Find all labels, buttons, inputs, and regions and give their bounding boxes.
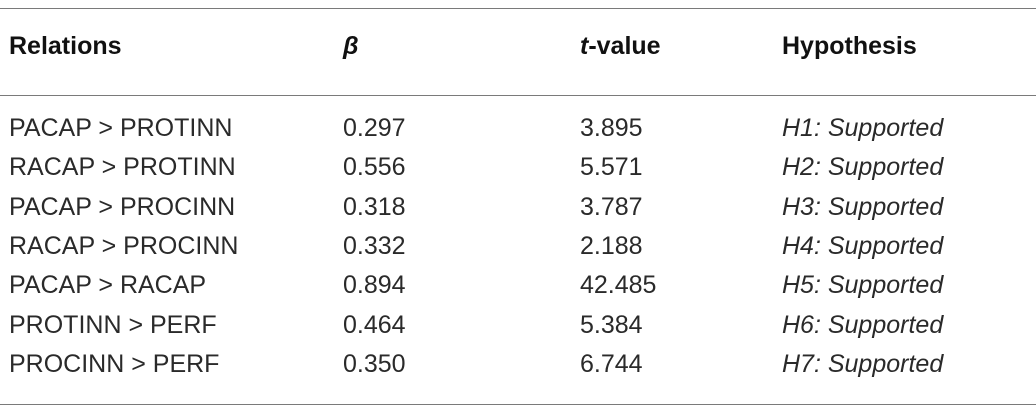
table-top-rule [0, 8, 1036, 9]
cell-t-value: 3.895 [580, 114, 643, 142]
cell-relation: RACAP > PROCINN [9, 232, 239, 260]
cell-hypothesis: H4: Supported [782, 232, 944, 260]
header-t-value-rest: -value [588, 32, 661, 60]
cell-relation: PACAP > PROTINN [9, 114, 233, 142]
table-row: PACAP > PROTINN 0.297 3.895 H1: Supporte… [0, 113, 1036, 152]
cell-hypothesis: H1: Supported [782, 114, 944, 142]
header-hypothesis: Hypothesis [782, 32, 917, 60]
cell-relation: RACAP > PROTINN [9, 153, 236, 181]
cell-beta: 0.297 [343, 114, 406, 142]
header-beta: β [343, 32, 359, 60]
cell-beta: 0.556 [343, 153, 406, 181]
cell-beta: 0.332 [343, 232, 406, 260]
cell-t-value: 5.384 [580, 311, 643, 339]
cell-t-value: 2.188 [580, 232, 643, 260]
table-row: PACAP > RACAP 0.894 42.485 H5: Supported [0, 270, 1036, 309]
cell-relation: PROTINN > PERF [9, 311, 217, 339]
table-row: PROTINN > PERF 0.464 5.384 H6: Supported [0, 310, 1036, 349]
cell-beta: 0.464 [343, 311, 406, 339]
cell-t-value: 3.787 [580, 193, 643, 221]
cell-relation: PACAP > PROCINN [9, 193, 236, 221]
cell-hypothesis: H3: Supported [782, 193, 944, 221]
cell-hypothesis: H5: Supported [782, 271, 944, 299]
cell-hypothesis: H2: Supported [782, 153, 944, 181]
cell-relation: PACAP > RACAP [9, 271, 207, 299]
cell-t-value: 42.485 [580, 271, 657, 299]
cell-beta: 0.894 [343, 271, 406, 299]
table-row: PROCINN > PERF 0.350 6.744 H7: Supported [0, 349, 1036, 388]
table-row: RACAP > PROTINN 0.556 5.571 H2: Supporte… [0, 152, 1036, 191]
cell-hypothesis: H7: Supported [782, 350, 944, 378]
cell-beta: 0.350 [343, 350, 406, 378]
table-bottom-rule [0, 404, 1036, 405]
header-t-value-italic: t [580, 32, 589, 60]
table-row: RACAP > PROCINN 0.332 2.188 H4: Supporte… [0, 231, 1036, 270]
cell-t-value: 6.744 [580, 350, 643, 378]
table-row: PACAP > PROCINN 0.318 3.787 H3: Supporte… [0, 192, 1036, 231]
header-t-value: t-value [580, 31, 661, 61]
table-header-rule [0, 95, 1036, 96]
cell-relation: PROCINN > PERF [9, 350, 220, 378]
cell-t-value: 5.571 [580, 153, 643, 181]
cell-beta: 0.318 [343, 193, 406, 221]
cell-hypothesis: H6: Supported [782, 311, 944, 339]
header-relations: Relations [9, 32, 122, 60]
